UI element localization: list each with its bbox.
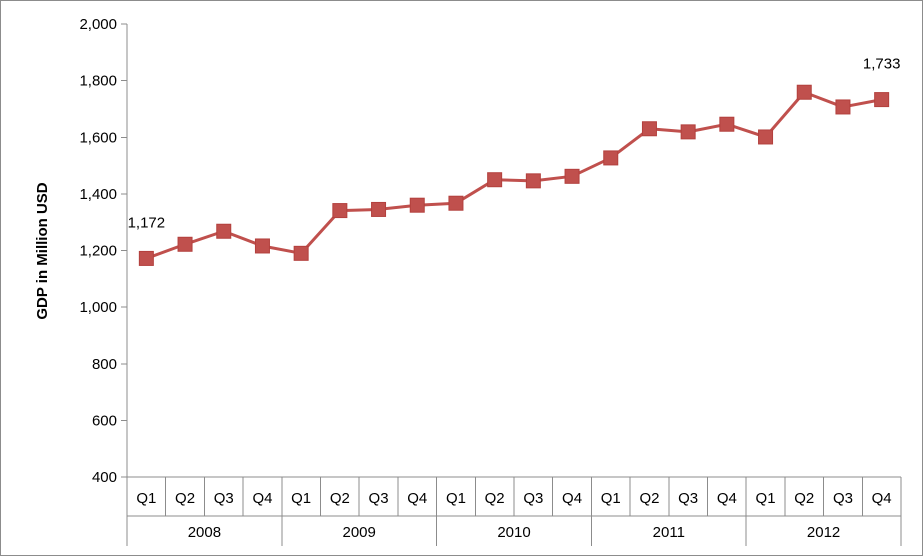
x-quarter-label: Q2: [485, 490, 505, 507]
x-year-label: 2010: [497, 524, 530, 541]
y-tick-label: 1,400: [79, 186, 117, 203]
y-tick-label: 1,600: [79, 129, 117, 146]
y-tick-label: 800: [92, 356, 117, 373]
x-ticks: Q1 Q2 Q3 Q4 Q1 Q2 Q3 Q4 Q1 Q2 Q3 Q4 Q1 Q2 Q3 Q4 Q1 Q2 Q3 Q4…: [136, 490, 891, 541]
x-quarter-label: Q2: [794, 490, 814, 507]
data-point-marker: [641, 121, 657, 137]
data-point-marker: [138, 250, 154, 266]
data-point-marker: [216, 223, 232, 239]
data-label: 1,733: [863, 56, 901, 73]
data-point-marker: [293, 245, 309, 261]
x-quarter-label: Q3: [369, 490, 389, 507]
x-quarter-label: Q2: [330, 490, 350, 507]
series-line: [145, 90, 882, 260]
data-point-marker: [758, 129, 774, 145]
data-point-marker: [409, 197, 425, 213]
x-quarter-label: Q3: [523, 490, 543, 507]
x-year-label: 2008: [188, 524, 221, 541]
data-point-marker: [603, 150, 619, 166]
data-point-marker: [874, 92, 890, 108]
x-quarter-label: Q2: [639, 490, 659, 507]
data-point-marker: [254, 238, 270, 254]
x-quarter-label: Q4: [252, 490, 272, 507]
axes: [126, 24, 902, 546]
x-quarter-label: Q1: [136, 490, 156, 507]
x-year-label: 2012: [807, 524, 840, 541]
data-point-marker: [448, 195, 464, 211]
data-labels: 1,172 1,733: [128, 56, 901, 232]
x-quarter-label: Q1: [446, 490, 466, 507]
data-point-marker: [680, 124, 696, 140]
y-axis-label: GDP in Million USD: [34, 182, 51, 319]
x-quarter-label: Q4: [407, 490, 427, 507]
data-point-marker: [525, 173, 541, 189]
x-quarter-label: Q3: [214, 490, 234, 507]
data-point-marker: [332, 203, 348, 219]
x-quarter-label: Q1: [756, 490, 776, 507]
x-quarter-label: Q4: [562, 490, 582, 507]
x-quarter-label: Q3: [833, 490, 853, 507]
data-point-marker: [719, 116, 735, 132]
x-quarter-label: Q4: [717, 490, 737, 507]
y-tick-label: 1,000: [79, 299, 117, 316]
data-point-marker: [796, 84, 812, 100]
data-point-marker: [835, 99, 851, 115]
data-point-marker: [177, 236, 193, 252]
series-group: [138, 84, 890, 266]
y-ticks: 400 600 800 1,000 1,200 1,400 1,600 1,800 2,000: [79, 16, 127, 486]
y-tick-label: 1,200: [79, 243, 117, 260]
x-quarter-label: Q1: [601, 490, 621, 507]
x-quarter-label: Q4: [872, 490, 892, 507]
data-point-marker: [564, 168, 580, 184]
y-tick-label: 1,800: [79, 73, 117, 90]
x-quarter-label: Q2: [175, 490, 195, 507]
y-tick-label: 2,000: [79, 16, 117, 33]
data-label: 1,172: [128, 214, 166, 231]
x-year-label: 2011: [653, 524, 685, 541]
data-point-marker: [371, 201, 387, 217]
x-quarter-label: Q1: [291, 490, 311, 507]
x-year-label: 2009: [343, 524, 376, 541]
x-quarter-label: Q3: [678, 490, 698, 507]
y-tick-label: 400: [92, 469, 117, 486]
y-tick-label: 600: [92, 412, 117, 429]
data-point-marker: [487, 172, 503, 188]
